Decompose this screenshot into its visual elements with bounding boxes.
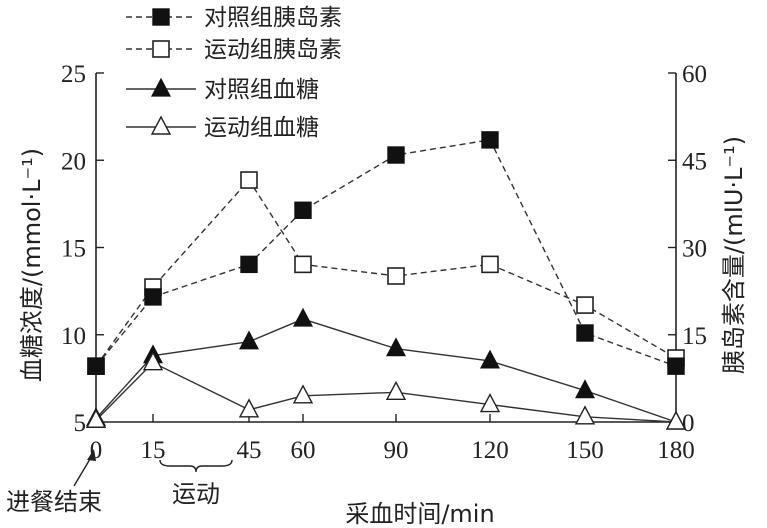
y-right-tick-label: 45	[682, 148, 707, 175]
legend-label: 运动组胰岛素	[204, 37, 342, 63]
annotations: 进餐结束 运动	[6, 449, 233, 516]
series-line	[95, 178, 677, 367]
legend-item: 运动组胰岛素	[126, 37, 342, 63]
y-right-tick-label: 30	[682, 236, 707, 263]
x-tick-label: 60	[291, 437, 316, 464]
x-tick-label: 150	[566, 437, 604, 464]
series-layer	[85, 131, 687, 430]
series-markers	[85, 351, 687, 430]
series-line	[95, 139, 677, 367]
y-left-tick-label: 20	[61, 148, 86, 175]
x-tick-label: 45	[237, 437, 262, 464]
x-axis-title: 采血时间/min	[345, 500, 494, 528]
y-right-tick-label: 15	[682, 323, 707, 350]
series-markers	[87, 171, 685, 375]
y-left-tick-label: 5	[74, 410, 87, 437]
series-line	[95, 318, 677, 423]
series-markers	[87, 131, 685, 375]
y-left-tick-label: 15	[61, 236, 86, 263]
exercise-brace	[159, 459, 233, 473]
series-markers	[86, 307, 686, 430]
legend-label: 对照组血糖	[204, 77, 319, 103]
series-line	[95, 361, 677, 423]
y-left-axis-title: 血糖浓度/(mmol·L⁻¹)	[18, 148, 46, 382]
annotation-meal-end: 进餐结束	[6, 488, 102, 516]
legend-label: 对照组胰岛素	[204, 5, 342, 31]
y-right-tick-label: 60	[682, 61, 707, 88]
y-left-tick-label: 25	[61, 61, 86, 88]
y-right-tick-label: 0	[682, 410, 695, 437]
legend-label: 运动组血糖	[204, 115, 319, 141]
x-tick-label: 180	[657, 437, 695, 464]
x-tick-label: 120	[471, 437, 509, 464]
annotation-exercise: 运动	[172, 480, 220, 508]
legend-item: 运动组血糖	[126, 115, 319, 141]
x-tick-label: 15	[141, 437, 166, 464]
x-tick-label: 90	[384, 437, 409, 464]
legend-item: 对照组胰岛素	[126, 5, 342, 31]
y-left-tick-label: 10	[61, 323, 86, 350]
y-right-axis-title: 胰岛素含量/(mIU·L⁻¹)	[720, 136, 748, 374]
legend-item: 对照组血糖	[126, 77, 319, 103]
